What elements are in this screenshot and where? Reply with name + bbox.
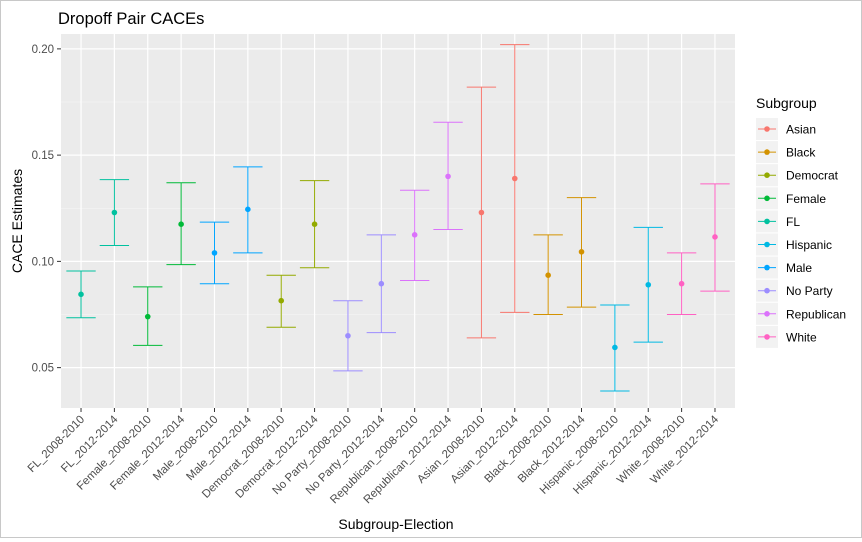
- error-bar: [66, 270, 96, 319]
- error-bar: [566, 197, 597, 308]
- error-bar: [466, 86, 497, 339]
- legend-label: White: [786, 330, 817, 344]
- legend-label: FL: [786, 215, 800, 229]
- legend-key-point: [764, 264, 770, 271]
- x-axis: FL_2008-2010FL_2012-2014Female_2008-2010…: [26, 408, 722, 506]
- legend-item: FL: [756, 210, 800, 233]
- plot-panel: [61, 34, 735, 408]
- legend-label: Democrat: [786, 169, 839, 183]
- error-bar: [366, 234, 396, 334]
- estimate-point: [445, 173, 451, 180]
- estimate-point: [211, 250, 218, 256]
- error-bar: [266, 274, 296, 328]
- legend-label: Female: [786, 192, 826, 206]
- legend-key-point: [764, 126, 770, 132]
- legend-label: Hispanic: [786, 238, 832, 252]
- legend-key-point: [764, 241, 770, 248]
- estimate-point: [378, 280, 385, 287]
- legend-key-point: [764, 218, 770, 225]
- legend-item: Black: [756, 141, 816, 164]
- legend-key-point: [764, 195, 770, 202]
- chart-title: Dropoff Pair CACEs: [58, 10, 204, 28]
- estimate-point: [245, 206, 251, 213]
- estimate-point: [311, 221, 318, 227]
- y-tick-label: 0.20: [32, 44, 54, 56]
- legend-items: Asian Black Democrat Female FL Hispanic Male No…: [756, 118, 846, 348]
- legend-label: Male: [786, 261, 812, 275]
- estimate-point: [645, 281, 652, 288]
- legend-label: Asian: [786, 123, 816, 137]
- legend-item: Hispanic: [756, 233, 832, 256]
- legend-key-point: [764, 149, 770, 155]
- estimate-point: [278, 297, 285, 304]
- error-bar: [400, 189, 430, 281]
- legend: Subgroup Asian Black Democrat Female FL Hispa…: [756, 95, 846, 348]
- error-bar: [500, 44, 530, 313]
- legend-item: Republican: [756, 302, 846, 325]
- legend-item: Asian: [756, 118, 816, 140]
- y-tick-label: 0.15: [32, 150, 54, 162]
- estimate-point: [678, 280, 685, 287]
- estimate-point: [345, 332, 351, 339]
- legend-label: Republican: [786, 307, 846, 321]
- legend-key-point: [764, 287, 770, 294]
- error-bar: [600, 304, 630, 392]
- error-bar: [333, 300, 363, 372]
- estimate-point: [111, 209, 118, 216]
- error-bar: [166, 182, 196, 266]
- legend-key-point: [764, 311, 770, 317]
- estimate-point: [545, 272, 551, 278]
- estimate-point: [612, 344, 618, 351]
- error-bar: [199, 221, 230, 285]
- legend-item: Democrat: [756, 164, 839, 187]
- error-bar: [633, 226, 663, 343]
- error-bar: [133, 286, 163, 346]
- legend-key-point: [764, 334, 770, 340]
- y-axis-label: CACE Estimates: [9, 169, 25, 273]
- legend-label: Black: [786, 146, 816, 160]
- x-tick-label: FL_2012-2014: [59, 413, 121, 475]
- estimate-point: [478, 209, 485, 216]
- estimate-point: [712, 234, 718, 240]
- estimate-point: [578, 249, 585, 255]
- x-tick-label: FL_2008-2010: [26, 414, 87, 475]
- estimate-point: [411, 232, 418, 238]
- legend-item: No Party: [756, 279, 833, 302]
- legend-key-point: [764, 172, 770, 178]
- legend-item: Male: [756, 256, 812, 279]
- estimate-point: [178, 221, 184, 227]
- estimate-point: [511, 175, 518, 182]
- error-bar: [233, 166, 263, 254]
- error-bar: [666, 252, 697, 315]
- error-bar: [299, 180, 330, 269]
- y-tick-label: 0.05: [32, 363, 54, 375]
- legend-title: Subgroup: [756, 95, 817, 111]
- x-axis-label: Subgroup-Election: [338, 516, 453, 532]
- error-bar: [433, 121, 463, 230]
- y-tick-label: 0.10: [32, 256, 54, 268]
- error-bar: [700, 183, 730, 292]
- error-bar: [533, 234, 563, 315]
- error-bars: [66, 44, 730, 392]
- legend-label: No Party: [786, 284, 833, 298]
- estimate-point: [144, 313, 151, 320]
- error-bar: [99, 179, 130, 246]
- y-axis: 0.05 0.10 0.15 0.20: [32, 44, 61, 375]
- legend-item: Female: [756, 187, 826, 210]
- estimate-point: [78, 291, 84, 298]
- legend-item: White: [756, 325, 817, 348]
